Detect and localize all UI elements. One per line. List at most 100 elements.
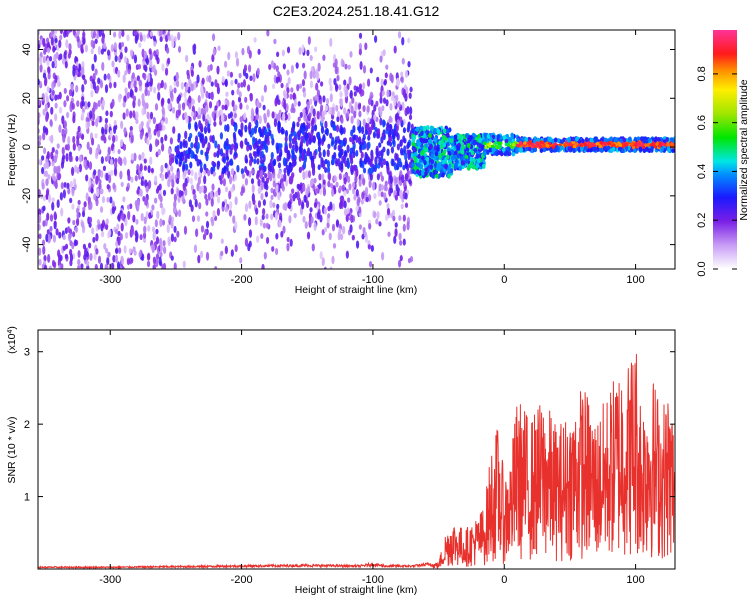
spectrogram-cell [67,217,71,224]
spectrogram-cell [55,165,59,175]
spectrogram-cell [153,50,157,57]
spectrogram-cell [105,223,109,231]
spectrogram-cell [483,151,487,157]
spectrogram-cell [58,106,63,114]
spectrogram-cell [157,82,161,92]
spectrogram-cell [393,129,397,137]
spectrogram-cell [197,176,201,185]
spectrogram-cell [588,147,593,153]
spectrogram-cell [417,141,421,147]
x-tick-label: 0 [501,274,507,286]
spectrogram-cell [384,180,388,187]
spectrogram-cell [205,211,209,217]
spectrogram-cell [402,127,407,134]
spectrogram-cell [306,101,310,111]
spectrogram-cell [244,237,249,247]
spectrogram-cell [329,266,333,269]
spectrogram-cell [268,162,272,169]
spectrogram-cell [187,169,191,176]
spectrogram-cell [162,124,166,131]
spectrogram-cell [230,168,235,176]
spectrogram-cell [51,201,55,211]
spectrogram-cell [374,35,378,43]
spectrogram-cell [168,35,172,42]
spectrogram-cell [91,78,95,85]
spectrogram-cell [553,137,558,143]
spectrogram-cell [108,229,112,237]
spectrogram-cell [545,143,550,148]
spectrogram-cell [486,134,491,139]
spectrogram-cell [401,174,405,184]
spectrogram-cell [330,188,335,197]
spectrogram-cell [106,49,111,56]
spectrogram-cell [255,119,259,129]
spectrogram-cell [152,86,157,94]
spectrogram-cell [549,148,554,154]
spectrogram-cell [291,103,295,112]
spectrogram-cell [57,249,61,258]
spectrogram-cell [354,101,358,111]
spectrogram-cell [362,82,366,90]
spectrogram-cell [350,105,354,114]
spectrogram-cell [384,185,388,192]
spectrogram-cell [54,102,58,109]
spectrogram-cell [310,160,315,169]
spectrogram-cell [346,175,351,184]
spectrogram-cell [312,69,316,79]
spectrogram-cell [335,124,340,133]
spectrogram-cell [196,158,200,167]
spectrogram-cell [129,125,133,132]
spectrogram-cell [214,79,218,88]
spectrogram-cell [338,185,342,192]
spectrogram-cell [159,251,163,258]
spectrogram-cell [200,185,204,193]
spectrogram-cell [184,140,188,149]
spectrogram-cell [102,165,107,172]
spectrogram-cell [210,81,214,87]
spectrogram-cell [495,145,499,150]
spectrogram-cell [170,165,174,173]
spectrogram-cell [59,53,63,60]
spectrogram-cell [346,83,350,91]
spectrogram-cell [124,70,128,76]
spectrogram-cell [143,73,147,81]
spectrogram-cell [376,173,380,181]
spectrogram-cell [240,122,244,131]
spectrogram-cell [161,143,165,152]
spectrogram-cell [211,54,215,63]
spectrogram-cell [137,98,141,107]
spectrogram-cell [119,233,123,241]
spectrogram-cell [188,95,192,104]
spectrogram-cell [38,159,42,166]
spectrogram-cell [195,228,199,238]
spectrogram-cell [311,243,315,252]
spectrogram-cell [198,202,202,210]
spectrogram-cell [263,165,267,172]
spectrogram-cell [394,228,398,237]
spectrogram-cell [291,172,295,178]
spectrogram-cell [270,164,275,174]
spectrogram-cell [245,169,250,176]
spectrogram-cell [84,44,88,53]
spectrogram-cell [240,168,245,175]
spectrogram-cell [72,142,76,151]
spectrogram-cell [274,211,279,221]
spectrogram-cell [447,173,451,179]
spectrogram-cell [71,102,75,110]
spectrogram-cell [302,215,306,223]
spectrogram-cell [77,250,81,258]
spectrogram-cell [381,132,385,138]
spectrogram-cell [144,197,148,207]
spectrogram-cell [146,111,150,120]
spectrogram-cell [434,151,439,157]
spectrogram-cell [345,250,349,259]
spectrogram-cell [650,146,654,151]
spectrogram-cell [311,125,315,133]
spectrogram-cell [167,147,172,156]
spectrogram-cell [246,84,251,92]
spectrogram-cell [78,132,82,139]
spectrogram-cell [154,219,158,228]
spectrogram-cell [388,115,392,123]
spectrogram-cell [216,160,220,170]
spectrogram-cell [96,188,100,198]
